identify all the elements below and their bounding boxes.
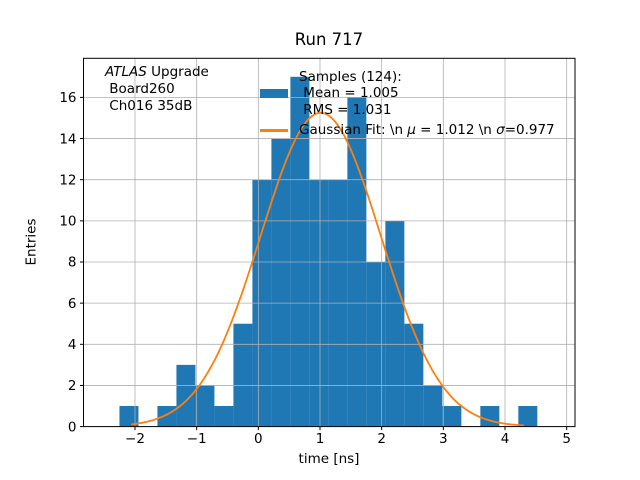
- legend-samples-line3: RMS = 1.031: [299, 101, 392, 118]
- legend-samples-line1: Samples (124):: [299, 69, 402, 85]
- annotation-line2: Board260: [105, 81, 175, 97]
- annotation-line3: Ch016 35dB: [105, 98, 193, 114]
- x-tick-label: 5: [562, 431, 571, 447]
- axes-frame: [83, 57, 576, 428]
- y-axis-label: Entries: [24, 218, 40, 265]
- histogram-bar: [157, 406, 177, 427]
- legend-mu-symbol: μ: [407, 122, 416, 138]
- histogram-bar: [404, 323, 424, 427]
- annotation-atlas-italic: ATLAS: [105, 64, 147, 80]
- legend-gaussian-label: Gaussian Fit: \n μ = 1.012 \n σ=0.977: [299, 122, 555, 138]
- y-tick-label: 14: [59, 131, 76, 147]
- y-tick-label: 0: [68, 419, 77, 435]
- legend-gaussian-seg2: = 1.012 \n: [415, 122, 497, 138]
- legend-sigma-symbol: σ: [496, 122, 505, 138]
- histogram-bar: [442, 406, 462, 427]
- legend-samples-label: Samples (124): Mean = 1.005 RMS = 1.031: [299, 69, 402, 118]
- x-tick-label: −2: [125, 431, 145, 447]
- x-tick-label: −1: [187, 431, 207, 447]
- legend-samples-swatch: [260, 89, 288, 98]
- y-tick-label: 12: [59, 172, 76, 188]
- y-tick-label: 16: [59, 90, 76, 106]
- y-tick-label: 8: [68, 255, 77, 271]
- gaussian-fit-curve: [131, 111, 525, 427]
- histogram-bar: [195, 385, 215, 427]
- histogram-bar: [176, 364, 196, 427]
- legend-gaussian-seg1: Gaussian Fit: \n: [299, 122, 408, 138]
- x-tick-label: 4: [501, 431, 510, 447]
- legend-samples-line2: Mean = 1.005: [299, 85, 399, 102]
- legend-gaussian-swatch: [260, 129, 288, 132]
- histogram-bar: [385, 220, 405, 427]
- histogram-bar: [423, 385, 443, 427]
- histogram-bar: [233, 323, 253, 427]
- histogram-bar: [119, 406, 139, 427]
- histogram-bar: [518, 406, 538, 427]
- histogram-bar: [214, 406, 234, 427]
- x-tick-label: 1: [316, 431, 325, 447]
- x-tick-label: 2: [377, 431, 386, 447]
- y-tick-label: 10: [59, 214, 76, 230]
- histogram-bar: [290, 76, 310, 427]
- y-tick-label: 2: [68, 378, 77, 394]
- x-tick-label: 0: [254, 431, 263, 447]
- y-tick-label: 4: [68, 337, 77, 353]
- y-tick-label: 6: [68, 296, 77, 312]
- histogram-bar: [271, 138, 291, 427]
- x-axis-label: time [ns]: [298, 451, 360, 467]
- annotation-line1-rest: Upgrade: [146, 64, 209, 80]
- chart-title: Run 717: [294, 30, 364, 49]
- annotation-atlas: ATLAS Upgrade Board260 Ch016 35dB: [105, 64, 209, 115]
- histogram-bar: [480, 406, 500, 427]
- x-tick-label: 3: [439, 431, 448, 447]
- legend-gaussian-seg3: =0.977: [504, 122, 555, 138]
